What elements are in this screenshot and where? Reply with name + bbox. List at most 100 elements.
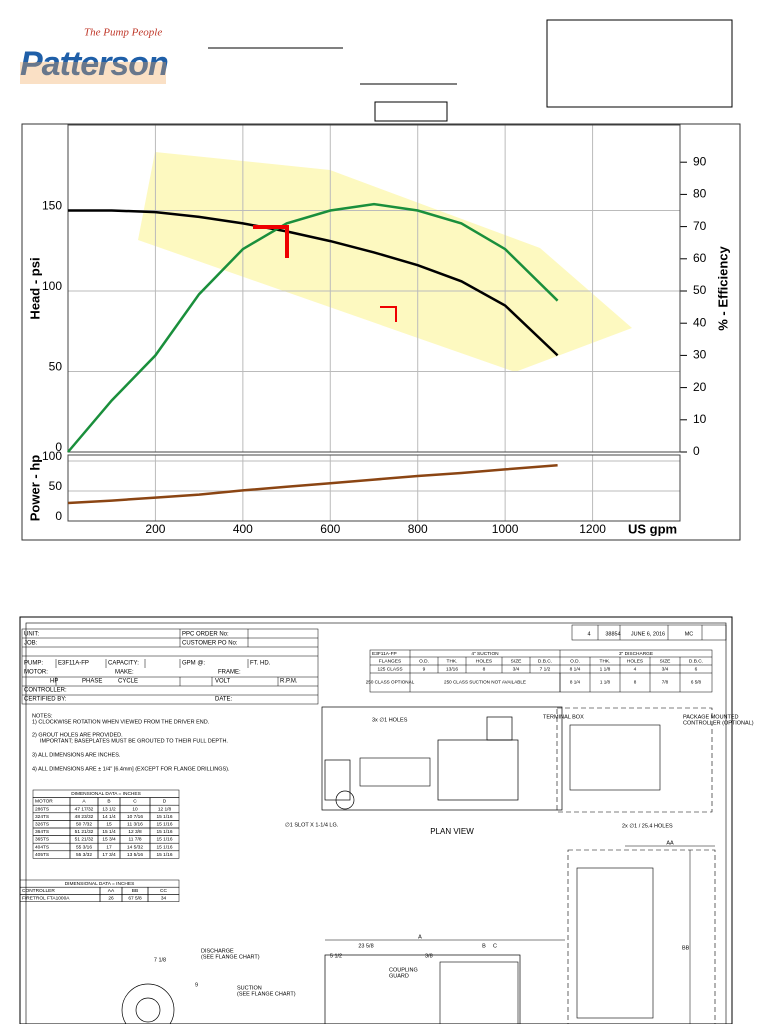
- drawing-text: B: [482, 943, 486, 949]
- drawing-text: MOTOR: [35, 799, 53, 805]
- drawing-text: VOLT: [215, 679, 231, 685]
- drawing-text: 48 23/32: [75, 814, 94, 820]
- sheet-border: [19, 616, 733, 1024]
- drawing-text: SIZE: [511, 658, 522, 664]
- drawing-text: 13 5/16: [127, 852, 143, 858]
- x-tick-label: 800: [408, 522, 428, 536]
- drawing-text: 11 7/8: [129, 837, 142, 843]
- drawing-text: PUMP:: [24, 661, 43, 667]
- drawing-text: 3) ALL DIMENSIONS ARE INCHES.: [32, 752, 121, 758]
- drawing-text: 8 1/4: [570, 680, 581, 685]
- pump-end-flange: [135, 997, 161, 1023]
- drawing-text: 15 3/4: [102, 837, 116, 843]
- controller-inner: [569, 724, 661, 791]
- drawing-text: 15 1/16: [156, 821, 172, 827]
- x-tick-label: 400: [233, 522, 253, 536]
- y-axis-label: Head - psi: [27, 257, 42, 319]
- motor: [437, 739, 519, 801]
- drawing-text: UNIT:: [24, 632, 39, 638]
- drawing-text: 17 3/4: [102, 852, 116, 858]
- drawing-text: 47 17/32: [75, 806, 94, 812]
- drawing-text: D: [163, 799, 167, 805]
- drawing-text: HOLES: [476, 658, 492, 664]
- x-axis-label: US gpm: [628, 521, 677, 536]
- y-tick-label: 150: [42, 199, 62, 213]
- drawing-text: 326TS: [35, 821, 49, 827]
- drawing-text: 17: [106, 844, 112, 850]
- drawing-text: 55 3/16: [76, 844, 92, 850]
- y-tick-label: 50: [49, 479, 63, 493]
- drawing-text: 51 21/32: [75, 829, 94, 835]
- series-line: [67, 202, 559, 453]
- y-tick-label: 50: [49, 360, 63, 374]
- drawing-text: THK.: [600, 658, 611, 664]
- drawing-text: CUSTOMER PO No:: [182, 641, 238, 647]
- x-tick-label: 1000: [492, 522, 519, 536]
- table-cell: [149, 850, 180, 859]
- drawing-text: 3x ∅1 HOLES: [372, 716, 408, 723]
- x-tick-label: 600: [320, 522, 340, 536]
- y-tick-label: 100: [42, 449, 62, 463]
- chart-frame: [21, 123, 741, 541]
- coupling: [359, 757, 431, 787]
- drawing-text: CYCLE: [118, 679, 138, 685]
- drawing: 4 38854 JUNE 6, 2016 MC UNIT: JOB: PPC ORDER N…: [19, 624, 754, 997]
- y-tick-label: 0: [55, 509, 62, 523]
- plot-frame: [67, 454, 681, 522]
- drawing-text: COUPLING: [389, 967, 418, 973]
- drawing-text: 8 1/4: [570, 666, 581, 672]
- drawing-text: CAPACITY:: [108, 661, 139, 667]
- operating-region: [138, 152, 632, 372]
- drawing-text: O.D.: [419, 658, 429, 664]
- y2-tick-label: 10: [693, 412, 707, 426]
- drawing-text: HOLES: [627, 658, 643, 664]
- drawing-text: CONTROLLER:: [24, 688, 67, 694]
- x-tick-label: 1200: [579, 522, 606, 536]
- drawing-text: 51 21/32: [75, 837, 94, 843]
- drawing-text: 404TS: [35, 844, 49, 850]
- y2-tick-label: 40: [693, 315, 707, 329]
- drawing-text: FT. HD.: [250, 661, 271, 667]
- rated-point: [253, 225, 289, 258]
- label-box: [374, 101, 448, 122]
- drawing-text: 10 7/16: [127, 814, 143, 820]
- y-axis-label: Power - hp: [27, 455, 42, 522]
- drawing-text: 7 1/8: [154, 957, 166, 963]
- series-line: [67, 463, 558, 505]
- drawing-text: FRAME:: [218, 670, 241, 676]
- drawing-text: PLAN VIEW: [430, 827, 474, 836]
- y2-tick-label: 0: [693, 444, 700, 458]
- tagline: The Pump People: [84, 27, 162, 39]
- drawing-text: 405TS: [35, 852, 49, 858]
- drawing-text: CC: [160, 888, 167, 894]
- drawing-text: MOTOR:: [24, 670, 48, 676]
- drawing-text: 50 7/32: [76, 821, 92, 827]
- drawing-text: ∅1 SLOT X 1-1/4 LG.: [285, 821, 339, 828]
- drawing-text: SUCTION: [237, 985, 262, 991]
- chart: 0 50 100 150 0 10 20 30 40 50 60 70 80 90 Head - psi % …: [27, 124, 730, 536]
- drawing-text: 4: [587, 631, 590, 637]
- drawing-text: 26: [108, 895, 114, 901]
- drawing-text: 2x ∅1 / 25.4 HOLES: [622, 822, 673, 829]
- drawing-text: (SEE FLANGE CHART): [237, 991, 296, 997]
- drawing-text: A: [82, 799, 86, 805]
- drawing-text: 1 1/8: [600, 666, 611, 672]
- drawing-text: 7 1/2: [540, 666, 551, 672]
- drawing-text: C: [133, 799, 137, 805]
- drawing-text: CERTIFIED BY:: [24, 697, 67, 703]
- table-cell: [21, 628, 319, 705]
- drawing-text: O.D.: [570, 658, 580, 664]
- drawing-text: 4: [634, 666, 637, 672]
- drawing-text: THK.: [447, 658, 458, 664]
- drawing-text: 286TS: [35, 806, 49, 812]
- stamp-box: [546, 19, 733, 108]
- drawing-text: 4" SUCTION: [471, 651, 499, 657]
- pump-end-view: [121, 983, 175, 1024]
- pump-casing: [324, 759, 351, 801]
- drawing-text: PPC ORDER No:: [182, 632, 229, 638]
- drawing-text: 8: [634, 680, 637, 685]
- drawing-text: 12 3/8: [128, 829, 142, 835]
- drawing-text: 55 3/32: [76, 852, 92, 858]
- drawing-text: 34: [161, 895, 167, 901]
